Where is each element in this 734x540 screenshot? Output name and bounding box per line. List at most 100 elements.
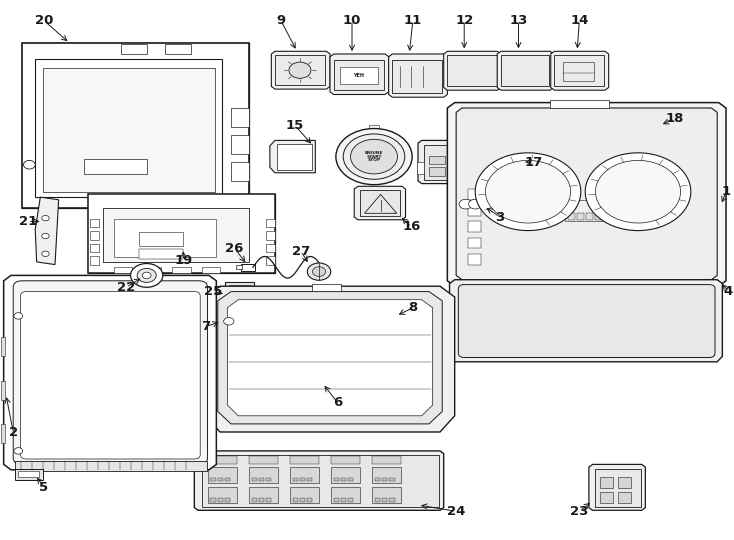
Bar xyxy=(165,44,191,54)
Bar xyxy=(300,498,305,502)
Polygon shape xyxy=(206,286,454,432)
Bar xyxy=(243,291,247,295)
Text: 11: 11 xyxy=(404,14,422,27)
Polygon shape xyxy=(418,140,524,184)
Bar xyxy=(90,244,99,252)
Bar xyxy=(266,244,275,252)
Bar xyxy=(639,156,651,165)
Circle shape xyxy=(14,313,23,319)
Circle shape xyxy=(137,268,156,282)
Polygon shape xyxy=(88,194,275,273)
Circle shape xyxy=(585,153,691,231)
Bar xyxy=(43,68,215,192)
Circle shape xyxy=(14,448,23,454)
Bar xyxy=(236,265,242,269)
Bar xyxy=(375,498,380,502)
Bar xyxy=(453,156,469,164)
Bar xyxy=(334,60,384,90)
Circle shape xyxy=(475,153,581,231)
Bar xyxy=(231,135,250,154)
Polygon shape xyxy=(497,51,553,90)
Bar xyxy=(600,477,613,488)
Text: YEH: YEH xyxy=(353,72,364,78)
Bar xyxy=(231,108,250,127)
Bar xyxy=(172,267,191,273)
Bar xyxy=(468,254,481,265)
Bar xyxy=(447,55,497,86)
Text: 7: 7 xyxy=(201,320,210,333)
Bar xyxy=(468,221,481,232)
Bar xyxy=(114,219,217,256)
Text: 13: 13 xyxy=(509,14,528,27)
Text: 2: 2 xyxy=(9,426,18,438)
Bar xyxy=(374,313,393,323)
Text: 5: 5 xyxy=(40,481,48,494)
Bar xyxy=(225,282,255,299)
Bar xyxy=(372,487,401,503)
Bar xyxy=(390,478,395,481)
Polygon shape xyxy=(355,186,406,220)
Circle shape xyxy=(142,272,151,279)
Circle shape xyxy=(351,139,398,174)
Text: 19: 19 xyxy=(174,254,192,267)
Polygon shape xyxy=(35,197,59,265)
Polygon shape xyxy=(612,123,664,174)
Bar xyxy=(468,238,481,248)
Bar xyxy=(290,467,319,483)
Bar xyxy=(568,213,575,220)
Bar xyxy=(453,167,469,176)
Circle shape xyxy=(336,129,413,185)
Circle shape xyxy=(42,233,49,239)
Bar xyxy=(618,477,631,488)
Bar xyxy=(266,231,275,240)
Bar xyxy=(211,478,216,481)
Bar xyxy=(266,478,272,481)
Bar xyxy=(277,144,313,170)
Bar xyxy=(252,478,257,481)
Text: 12: 12 xyxy=(455,14,473,27)
Circle shape xyxy=(308,263,331,280)
Polygon shape xyxy=(272,51,330,89)
Bar xyxy=(334,498,339,502)
Text: 17: 17 xyxy=(525,156,543,168)
Bar xyxy=(35,59,222,197)
Circle shape xyxy=(42,251,49,256)
Bar xyxy=(143,267,161,273)
Bar xyxy=(586,213,592,220)
Circle shape xyxy=(485,160,570,223)
Bar xyxy=(266,498,272,502)
Bar xyxy=(595,469,641,507)
Bar xyxy=(225,498,230,502)
Polygon shape xyxy=(550,51,608,90)
Bar xyxy=(372,456,401,464)
Bar xyxy=(139,232,184,246)
Bar xyxy=(22,43,250,208)
Bar xyxy=(349,498,354,502)
Bar xyxy=(237,291,241,295)
Bar xyxy=(375,478,380,481)
Circle shape xyxy=(479,200,490,208)
Bar xyxy=(300,478,305,481)
Circle shape xyxy=(344,134,405,179)
Bar xyxy=(522,162,529,174)
Bar xyxy=(623,142,635,151)
Polygon shape xyxy=(456,108,717,280)
Bar xyxy=(477,167,493,176)
Bar xyxy=(231,162,250,181)
Text: 14: 14 xyxy=(570,14,589,27)
Polygon shape xyxy=(589,464,645,510)
Text: 15: 15 xyxy=(286,119,304,132)
Text: 23: 23 xyxy=(570,505,589,518)
Polygon shape xyxy=(218,292,442,424)
Text: 21: 21 xyxy=(19,215,37,228)
Polygon shape xyxy=(22,43,250,208)
Bar xyxy=(84,159,147,174)
Bar xyxy=(225,478,230,481)
Polygon shape xyxy=(228,300,432,416)
Bar xyxy=(293,498,298,502)
Text: 1: 1 xyxy=(722,185,730,198)
Bar xyxy=(468,189,481,200)
Text: 26: 26 xyxy=(225,242,244,255)
Bar xyxy=(564,200,608,221)
Bar xyxy=(623,156,635,165)
